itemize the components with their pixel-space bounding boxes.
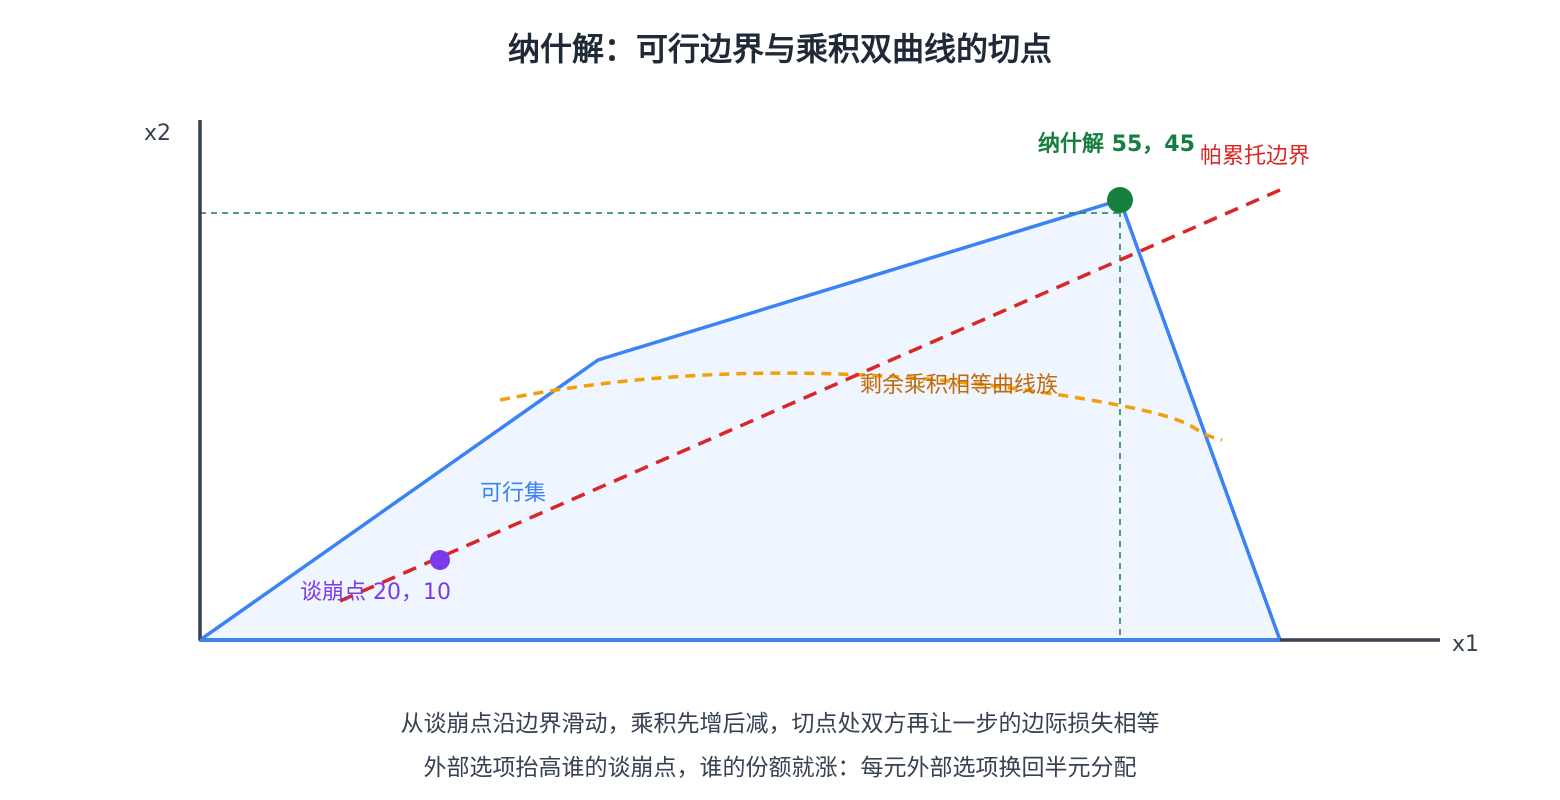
disagreement-point-marker <box>430 550 450 570</box>
nash-solution-label: 纳什解 55，45 <box>1038 131 1195 157</box>
pareto-frontier-label: 帕累托边界 <box>1200 144 1310 169</box>
iso-product-curve <box>499 371 1223 442</box>
caption-line-1: 从谈崩点沿边界滑动，乘积先增后减，切点处双方再让一步的边际损失相等 <box>401 711 1160 737</box>
pareto-frontier-line <box>339 188 1281 603</box>
feasible-set-region <box>198 198 1282 642</box>
feasible-set-label: 可行集 <box>480 481 546 506</box>
disagreement-point-label: 谈崩点 20，10 <box>300 580 451 605</box>
x-axis-label: x1 <box>1452 632 1479 657</box>
iso-product-curve-label: 剩余乘积相等曲线族 <box>860 373 1058 398</box>
y-axis-label: x2 <box>144 121 171 146</box>
nash-solution-marker <box>1107 187 1133 213</box>
diagram-title: 纳什解：可行边界与乘积双曲线的切点 <box>508 30 1052 68</box>
caption-line-2: 外部选项抬高谁的谈崩点，谁的份额就涨：每元外部选项换回半元分配 <box>424 755 1137 781</box>
